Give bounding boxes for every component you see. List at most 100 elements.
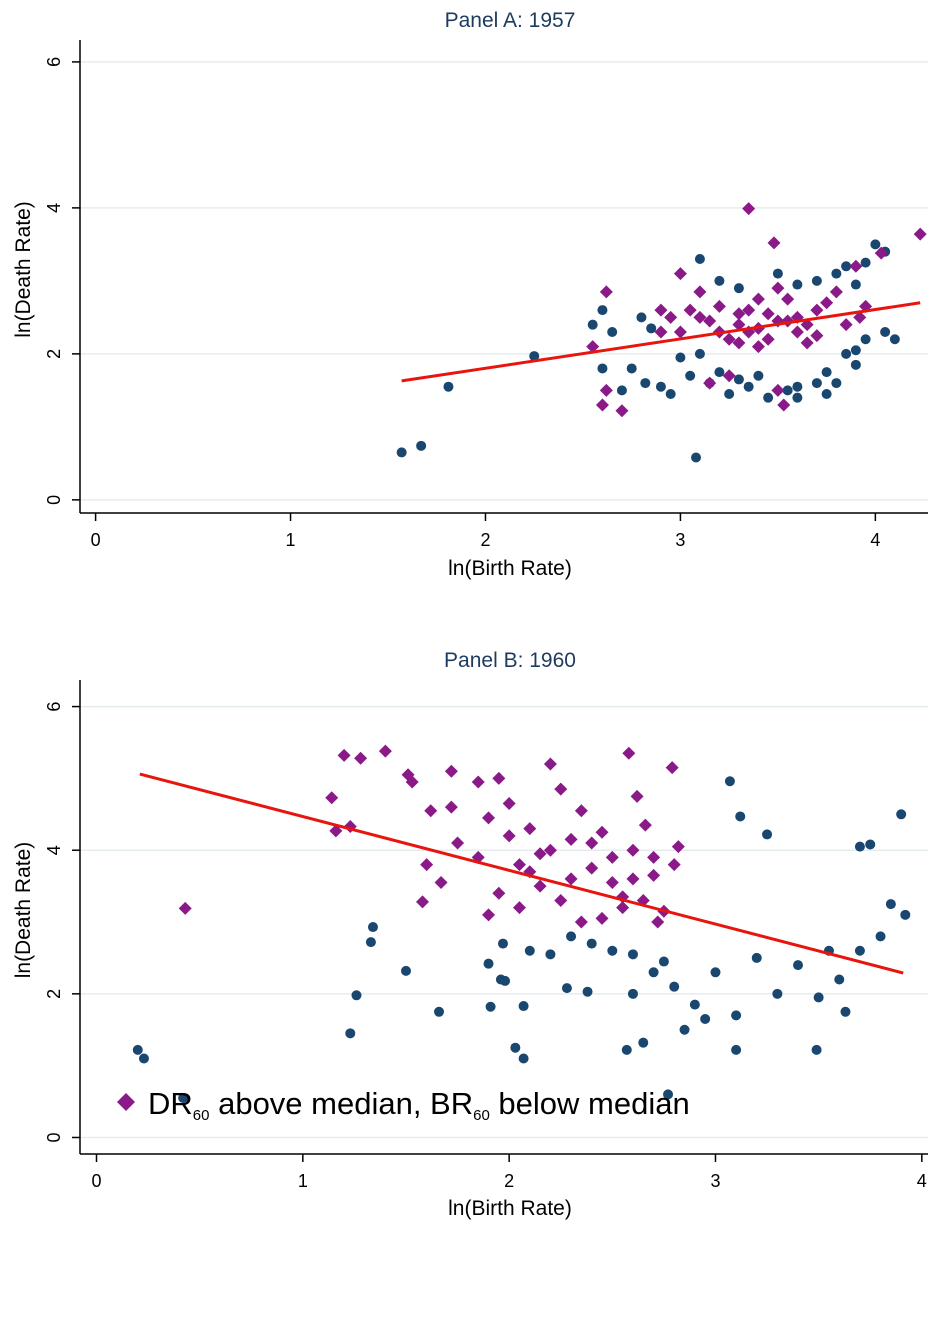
x-tick-label: 2 <box>480 530 490 550</box>
data-point-diamond <box>325 791 339 805</box>
data-point-diamond <box>616 901 630 915</box>
data-point-diamond <box>647 868 661 882</box>
data-point-circle <box>854 841 865 852</box>
x-tick-label: 0 <box>91 530 101 550</box>
data-point-diamond <box>874 246 888 260</box>
data-point-circle <box>648 967 659 978</box>
data-point-diamond <box>354 751 368 765</box>
data-point-circle <box>733 374 744 385</box>
data-point-diamond <box>595 911 609 925</box>
data-point-circle <box>345 1028 356 1039</box>
fit-line <box>139 772 904 975</box>
x-tick-label: 4 <box>870 530 880 550</box>
data-point-circle <box>607 945 618 956</box>
data-point-circle <box>772 988 783 999</box>
panel-title: Panel B: 1960 <box>444 649 576 672</box>
data-point-diamond <box>482 908 496 922</box>
data-point-diamond <box>605 850 619 864</box>
data-point-diamond <box>451 836 465 850</box>
panel-b: 0 1 2 3 4 0 2 4 6 Panel B: 1960 ln(Birth Rate) ln(D… <box>12 649 928 1220</box>
data-point-diamond <box>849 259 863 273</box>
data-point-circle <box>497 938 508 949</box>
data-point-diamond <box>337 748 351 762</box>
data-point-diamond <box>810 303 824 317</box>
data-point-diamond <box>605 876 619 890</box>
data-point-circle <box>792 381 803 392</box>
data-point-diamond <box>502 829 516 843</box>
legend-subscript-b: 60 <box>473 1107 490 1124</box>
data-point-circle <box>885 899 896 910</box>
data-point-circle <box>689 999 700 1010</box>
data-point-diamond <box>574 804 588 818</box>
data-point-diamond <box>405 775 419 789</box>
data-point-circle <box>731 1010 742 1021</box>
y-tick-label: 0 <box>44 495 64 505</box>
data-point-diamond <box>554 893 568 907</box>
data-point-diamond <box>767 236 781 250</box>
data-point-circle <box>586 938 597 949</box>
data-point-circle <box>607 326 618 337</box>
data-point-diamond <box>626 843 640 857</box>
data-point-circle <box>792 392 803 403</box>
data-point-circle <box>396 447 407 458</box>
panel-a: 0 1 2 3 4 0 2 4 6 Panel A: 1957 ln(Birth Rate) ln(D… <box>12 9 928 580</box>
data-point-circle <box>679 1024 690 1035</box>
data-point-diamond <box>512 901 526 915</box>
data-point-diamond <box>761 332 775 346</box>
data-point-circle <box>685 370 696 381</box>
data-point-circle <box>840 1006 851 1017</box>
data-point-diamond <box>742 303 756 317</box>
data-point-circle <box>663 1089 674 1100</box>
data-point-circle <box>691 452 702 463</box>
data-point-circle <box>665 389 676 400</box>
data-point-diamond <box>502 797 516 811</box>
data-point-circle <box>860 334 871 345</box>
data-point-circle <box>518 1053 529 1064</box>
legend-text-c: below median <box>490 1086 690 1121</box>
data-point-diamond <box>378 744 392 758</box>
data-point-diamond <box>471 775 485 789</box>
data-point-diamond <box>564 872 578 886</box>
legend-text-a: DR <box>148 1086 193 1121</box>
data-point-circle <box>850 359 861 370</box>
data-point-circle <box>582 986 593 997</box>
data-point-circle <box>400 965 411 976</box>
data-point-circle <box>865 839 876 850</box>
data-point-diamond <box>512 858 526 872</box>
data-point-circle <box>724 776 735 787</box>
data-point-diamond <box>667 858 681 872</box>
data-point-circle <box>367 922 378 933</box>
data-point-diamond <box>913 227 927 241</box>
data-point-diamond <box>839 318 853 332</box>
data-point-circle <box>811 378 822 389</box>
x-tick-label: 0 <box>91 1171 101 1191</box>
data-point-diamond <box>742 202 756 216</box>
y-tick-label: 4 <box>44 203 64 213</box>
data-point-diamond <box>781 292 795 306</box>
data-point-circle <box>646 323 657 334</box>
data-point-circle <box>655 381 666 392</box>
data-point-circle <box>733 283 744 294</box>
data-point-circle <box>351 990 362 1001</box>
data-point-diamond <box>722 369 736 383</box>
data-point-circle <box>731 1044 742 1055</box>
data-point-diamond <box>543 757 557 771</box>
data-point-circle <box>743 381 754 392</box>
data-point-circle <box>811 1044 822 1055</box>
y-tick-label: 2 <box>44 349 64 359</box>
data-point-circle <box>658 956 669 967</box>
data-point-circle <box>896 809 907 820</box>
data-point-circle <box>841 348 852 359</box>
data-point-circle <box>811 275 822 286</box>
data-point-diamond <box>751 292 765 306</box>
data-point-circle <box>640 378 651 389</box>
data-point-circle <box>638 1037 649 1048</box>
data-point-diamond <box>178 901 192 915</box>
data-point-diamond <box>693 310 707 324</box>
data-point-diamond <box>712 299 726 313</box>
data-point-circle <box>860 257 871 268</box>
data-point-diamond <box>732 307 746 321</box>
data-point-circle <box>132 1044 143 1055</box>
data-point-diamond <box>777 398 791 412</box>
data-point-diamond <box>751 340 765 354</box>
